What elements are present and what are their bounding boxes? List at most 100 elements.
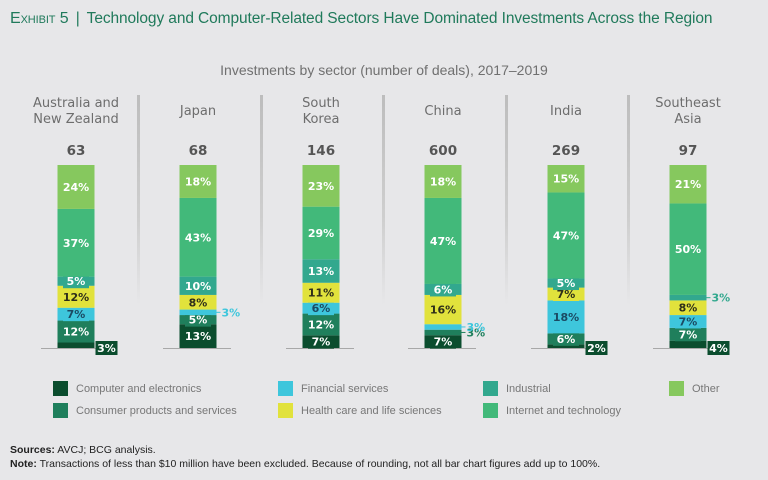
bar-value-label: 12% [63, 291, 89, 304]
region-label: India [550, 104, 582, 119]
bar-value-label: 5% [557, 277, 576, 290]
legend-item: Internet and technology [483, 403, 621, 418]
deal-count: 600 [428, 143, 458, 159]
bar-label-tab [308, 302, 334, 316]
legend-label: Health care and life sciences [301, 404, 442, 417]
bar-label-tab [430, 335, 456, 349]
exhibit-label: Exhibit 5 [10, 10, 69, 27]
bar-segment [179, 165, 217, 198]
bar-value-label: 6% [434, 283, 453, 296]
bar-value-label: 7% [679, 328, 698, 341]
bar-value-label: 2% [587, 342, 606, 355]
bar-value-label: 6% [557, 333, 576, 346]
bar-value-label: 8% [189, 296, 208, 309]
bar-segment [57, 165, 95, 209]
sources-label: Sources: [10, 444, 55, 456]
exhibit-title: Exhibit 5 | Technology and Computer-Rela… [10, 10, 712, 28]
bar-value-label: 5% [189, 314, 208, 327]
bar-segment [302, 165, 340, 207]
bar-label-tab [430, 283, 456, 297]
bar-segment [302, 259, 340, 283]
deal-count: 63 [66, 143, 86, 159]
bar-segment [424, 165, 462, 198]
bar-segment [179, 324, 217, 348]
bar-value-label: 18% [553, 311, 579, 324]
bar-label-tab [63, 308, 89, 322]
bar-value-label: 23% [308, 180, 334, 193]
bar-value-label: 7% [679, 315, 698, 328]
bar-segment [179, 309, 217, 316]
bar-label-tab [308, 335, 334, 349]
bar-value-label: 43% [185, 231, 211, 244]
legend-swatch [53, 403, 68, 418]
bar-segment [669, 340, 707, 348]
bar-segment [669, 203, 707, 295]
bar-value-label: 18% [185, 175, 211, 188]
legend-item: Financial services [278, 381, 388, 396]
bar-value-label: 8% [679, 302, 698, 315]
bar-segment [57, 285, 95, 308]
bar-value-label: 47% [553, 229, 579, 242]
legend-swatch [669, 381, 684, 396]
bar-label-tab [553, 277, 579, 291]
sources-text: AVCJ; BCG analysis. [57, 444, 156, 456]
deal-count: 68 [188, 143, 208, 159]
note-line: Note: Transactions of less than $10 mill… [10, 458, 600, 470]
bar-segment [424, 329, 462, 336]
chart-title: Investments by sector (number of deals),… [220, 62, 548, 78]
bar-label-tab [95, 341, 118, 355]
bar-segment [547, 344, 585, 348]
legend-label: Internet and technology [506, 404, 621, 417]
legend-swatch [483, 403, 498, 418]
bar-label-tab [675, 315, 701, 329]
bar-segment [302, 282, 340, 303]
bar-value-label: 13% [185, 330, 211, 343]
bar-segment [57, 208, 95, 277]
legend-item: Consumer products and services [53, 403, 237, 418]
bar-segment [57, 320, 95, 343]
region-divider [627, 95, 630, 305]
region-divider [505, 95, 508, 305]
legend-swatch [483, 381, 498, 396]
bar-value-label: 7% [67, 308, 86, 321]
bar-value-label: 7% [434, 336, 453, 349]
bar-value-label: 15% [553, 173, 579, 186]
legend-item: Health care and life sciences [278, 403, 442, 418]
bar-value-label: 11% [308, 287, 334, 300]
legend-item: Industrial [483, 381, 551, 396]
bar-value-label: 29% [308, 227, 334, 240]
bar-segment [669, 294, 707, 301]
bar-segment [302, 206, 340, 260]
legend-swatch [53, 381, 68, 396]
region-divider [137, 95, 140, 305]
bar-value-label: 18% [430, 175, 456, 188]
deal-count: 146 [306, 143, 336, 159]
bar-value-label: 12% [308, 318, 334, 331]
bar-value-label: 47% [430, 235, 456, 248]
region-label: Japan [179, 104, 217, 119]
bar-value-label: 21% [675, 178, 701, 191]
bar-segment [547, 192, 585, 279]
bar-value-label: 7% [312, 336, 331, 349]
bar-value-label: 37% [63, 237, 89, 250]
bar-label-tab [185, 313, 211, 327]
region-divider [382, 95, 385, 305]
bar-segment [302, 313, 340, 336]
legend-label: Consumer products and services [76, 404, 237, 417]
bar-segment [424, 197, 462, 284]
region-divider [260, 95, 263, 305]
bar-segment [669, 165, 707, 204]
bar-value-label: 3% [712, 292, 731, 305]
legend-label: Other [692, 382, 720, 395]
note-text: Transactions of less than $10 million ha… [39, 458, 601, 470]
bar-value-label: 4% [709, 342, 728, 355]
legend-item: Other [669, 381, 720, 396]
bar-value-label: 7% [557, 288, 576, 301]
bar-segment [547, 300, 585, 334]
region-label: South Korea [302, 96, 340, 127]
legend-label: Financial services [301, 382, 389, 395]
region-label: China [424, 104, 462, 119]
bar-value-label: 6% [312, 302, 331, 315]
bar-segment [179, 276, 217, 295]
